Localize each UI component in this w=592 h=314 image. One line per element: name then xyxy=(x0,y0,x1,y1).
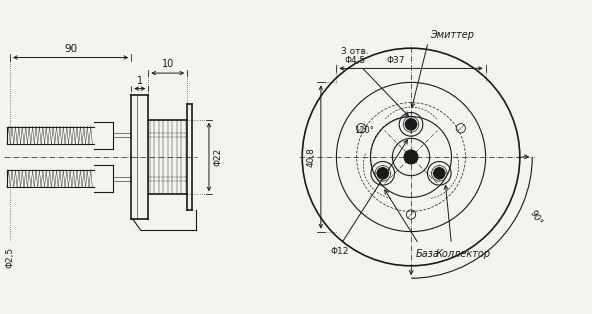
Text: Φ22: Φ22 xyxy=(214,148,223,166)
Text: 1: 1 xyxy=(137,75,143,85)
Text: Φ12: Φ12 xyxy=(330,247,349,256)
Circle shape xyxy=(406,119,417,130)
Text: Коллектор: Коллектор xyxy=(436,249,491,259)
Text: Φ37: Φ37 xyxy=(386,56,405,65)
Circle shape xyxy=(404,150,418,164)
Text: 90: 90 xyxy=(64,44,77,54)
Text: Φ4,5: Φ4,5 xyxy=(345,56,366,65)
Text: Φ2,5: Φ2,5 xyxy=(5,247,15,268)
Text: 3 отв.: 3 отв. xyxy=(341,47,369,56)
Text: 90°: 90° xyxy=(527,208,543,227)
Text: 10: 10 xyxy=(162,59,174,69)
Text: 120°: 120° xyxy=(355,126,374,135)
Text: База: База xyxy=(416,249,439,259)
Text: 40,8: 40,8 xyxy=(306,147,316,167)
Text: Эмиттер: Эмиттер xyxy=(430,30,474,41)
Circle shape xyxy=(377,168,388,179)
Circle shape xyxy=(434,168,445,179)
